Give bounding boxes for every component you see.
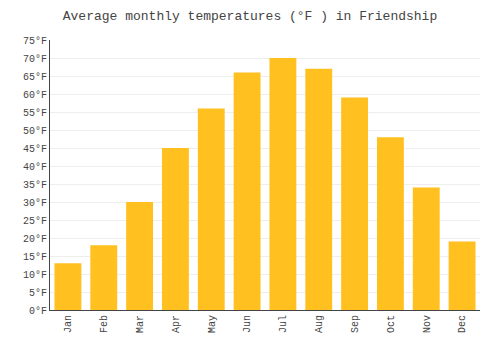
svg-text:45°F: 45°F (23, 144, 47, 155)
svg-text:20°F: 20°F (23, 234, 47, 245)
svg-text:25°F: 25°F (23, 216, 47, 227)
svg-text:40°F: 40°F (23, 162, 47, 173)
svg-text:70°F: 70°F (23, 54, 47, 65)
svg-text:Jan: Jan (63, 315, 74, 333)
svg-text:75°F: 75°F (23, 36, 47, 47)
svg-text:Sep: Sep (350, 315, 361, 333)
svg-text:65°F: 65°F (23, 72, 47, 83)
svg-text:15°F: 15°F (23, 252, 47, 263)
svg-text:Jul: Jul (278, 315, 289, 333)
svg-text:Feb: Feb (99, 315, 110, 333)
svg-text:55°F: 55°F (23, 108, 47, 119)
svg-text:May: May (207, 315, 218, 333)
svg-text:5°F: 5°F (29, 288, 47, 299)
svg-text:Dec: Dec (457, 315, 468, 333)
svg-text:Aug: Aug (314, 315, 325, 333)
svg-text:0°F: 0°F (29, 306, 47, 317)
svg-text:35°F: 35°F (23, 180, 47, 191)
svg-text:60°F: 60°F (23, 90, 47, 101)
svg-text:Average monthly temperatures (: Average monthly temperatures (°F ) in Fr… (63, 9, 437, 24)
svg-text:50°F: 50°F (23, 126, 47, 137)
svg-text:30°F: 30°F (23, 198, 47, 209)
svg-text:Jun: Jun (242, 315, 253, 333)
svg-text:Apr: Apr (171, 315, 182, 333)
svg-text:Nov: Nov (422, 315, 433, 333)
svg-text:10°F: 10°F (23, 270, 47, 281)
svg-text:Oct: Oct (386, 315, 397, 333)
svg-text:Mar: Mar (135, 315, 146, 333)
